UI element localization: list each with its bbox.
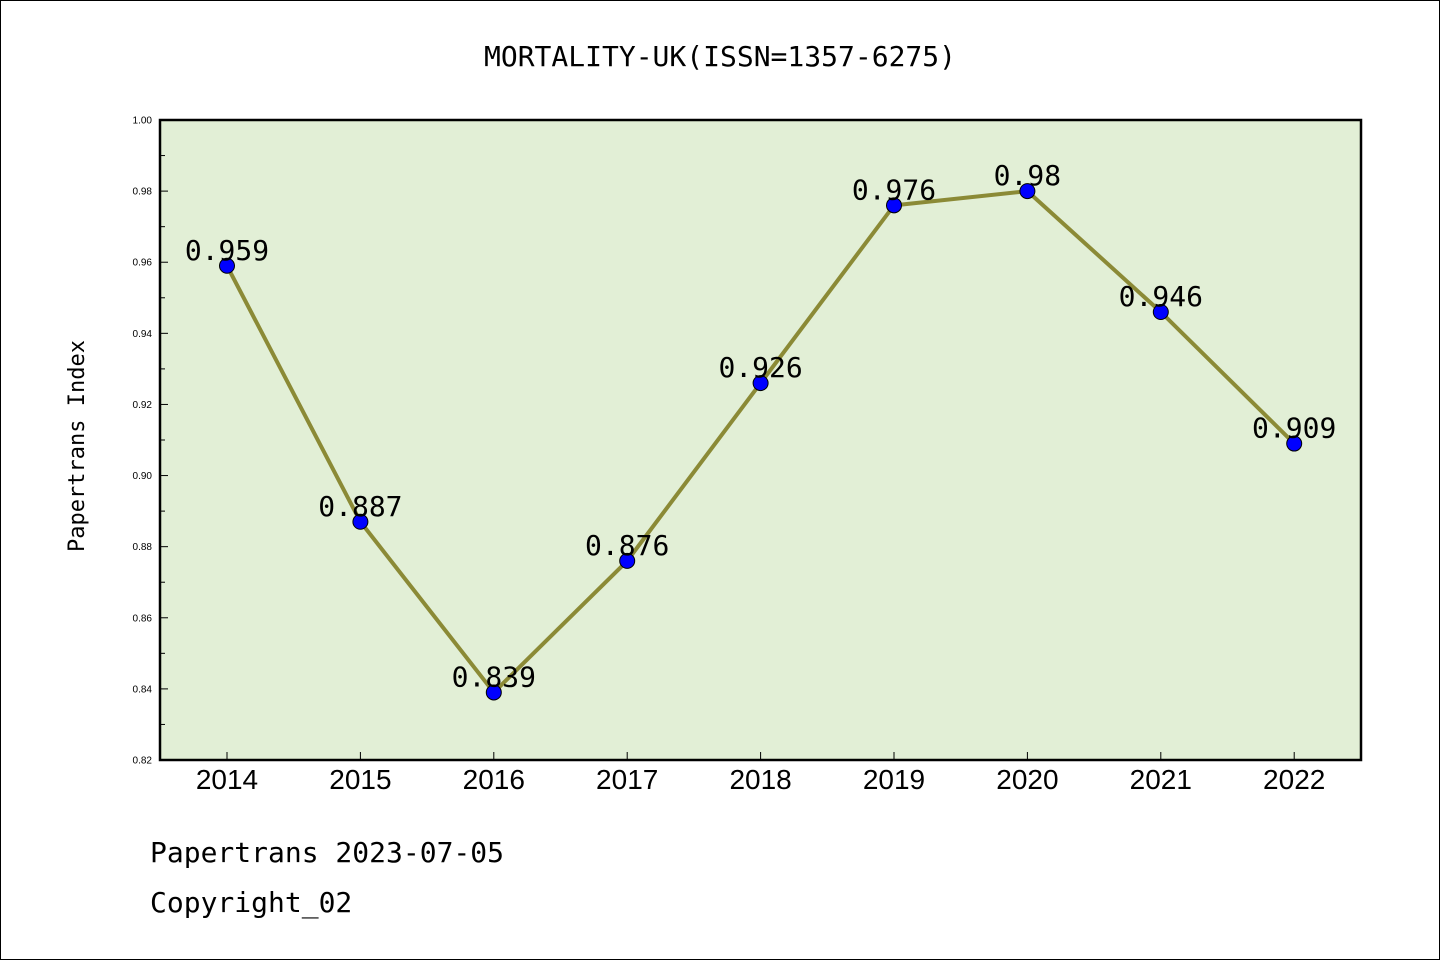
x-tick-label: 2016 [463,764,525,795]
data-point [485,684,502,701]
plot-border [158,118,1363,762]
data-point [619,552,636,569]
footer-copyright: Copyright_02 [150,886,353,919]
data-point [886,197,902,214]
x-tick-label: 2021 [1130,764,1192,795]
chart-title: MORTALITY-UK(ISSN=1357-6275) [484,40,956,73]
y-tick-label: 0.82 [133,756,153,767]
x-tick-label: 2018 [729,764,791,795]
y-tick-label: 0.90 [133,471,153,482]
x-tick-label: 2019 [863,764,925,795]
data-point [219,257,235,274]
data-point [352,513,369,530]
data-label: 0.887 [318,490,402,523]
data-label: 0.839 [452,660,536,693]
footer-date: Papertrans 2023-07-05 [150,836,505,869]
data-point [1152,304,1169,320]
data-label: 0.926 [718,351,802,384]
data-label: 0.976 [852,173,936,206]
y-tick-label: 0.96 [133,258,153,269]
data-points [219,183,1303,701]
data-label: 0.876 [585,529,669,562]
y-tick-label: 0.88 [133,542,153,553]
y-axis-label: Papertrans Index [65,340,90,552]
y-tick-label: 0.86 [133,613,153,624]
x-tick-label: 2017 [596,764,658,795]
data-labels: 0.959 0.887 0.839 0.876 0.926 0.976 0.98 0.946 0… [185,159,1336,693]
y-tick-label: 0.98 [133,187,153,198]
x-tick-label: 2014 [196,764,258,795]
x-tick-label: 2015 [329,764,391,795]
data-point [752,375,769,392]
y-tick-label: 0.84 [133,684,153,695]
y-tick-label: 0.92 [133,400,153,411]
data-point [1286,435,1303,452]
data-point [1019,183,1036,200]
data-label: 0.909 [1252,412,1336,445]
data-label: 0.946 [1119,280,1203,313]
x-tick-label: 2020 [996,764,1058,795]
data-label: 0.98 [994,159,1061,192]
y-axis: 0.82 0.84 0.86 0.88 0.90 0.92 0.94 0.96 0.98 1.00 [133,116,168,767]
x-tick-label: 2022 [1263,764,1325,795]
x-axis: 2014 2015 2016 2017 2018 2019 2020 2021 2022 [196,752,1325,795]
y-tick-label: 0.94 [133,329,153,340]
y-tick-label: 1.00 [133,116,153,127]
data-label: 0.959 [185,234,269,267]
plot-area [160,120,1361,760]
